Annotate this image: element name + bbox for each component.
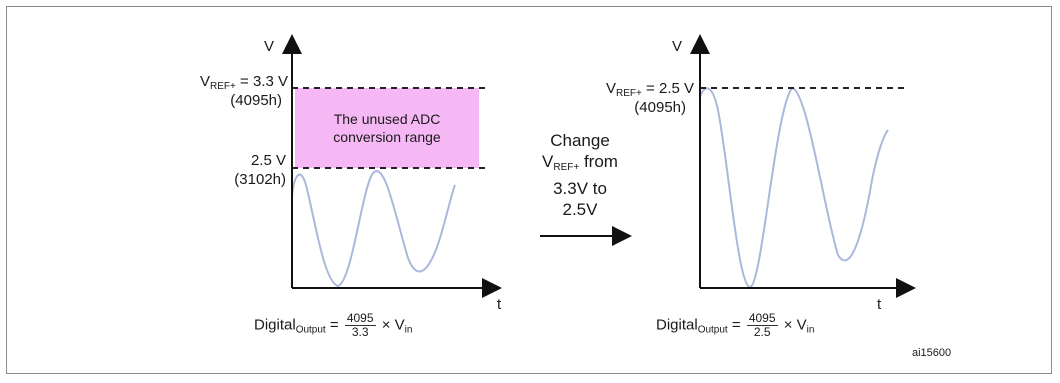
transition-text: Change VREF+ from 3.3V to 2.5V — [542, 131, 618, 219]
left-formula-fraction: 4095 3.3 — [344, 311, 376, 339]
left-axis-t-label: t — [497, 296, 502, 313]
left-axis-v-label: V — [264, 38, 275, 55]
left-sine-wave — [291, 170, 456, 288]
left-mid-label: 2.5 V — [250, 152, 286, 169]
right-vref-code: (4095h) — [634, 99, 686, 116]
left-mid-code: (3102h) — [234, 171, 286, 188]
right-sine-wave — [699, 86, 889, 289]
figure-id: ai15600 — [912, 347, 952, 359]
right-axis-v-label: V — [672, 38, 683, 55]
unused-range-box — [295, 88, 479, 168]
left-formula: DigitalOutput = 4095 3.3 × Vin — [254, 311, 413, 339]
right-formula-fraction: 4095 2.5 — [746, 311, 778, 339]
left-vref-label: VREF+ = 3.3 V — [200, 73, 288, 92]
unused-range-label: The unused ADC conversion range — [333, 111, 441, 145]
right-axis-t-label: t — [877, 296, 882, 313]
right-vref-label: VREF+ = 2.5 V — [606, 80, 694, 99]
left-vref-code: (4095h) — [230, 92, 282, 109]
right-formula: DigitalOutput = 4095 2.5 × Vin — [656, 311, 815, 339]
figure-frame — [6, 6, 1052, 374]
